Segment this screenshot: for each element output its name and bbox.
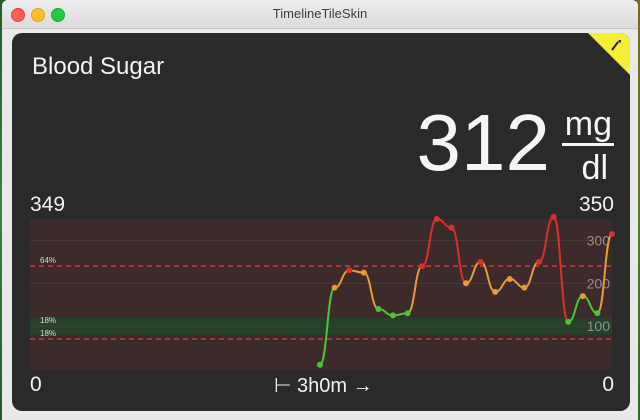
data-point [565,318,572,325]
data-point [448,224,455,231]
notification-corner [588,33,630,75]
window-title: TimelineTileSkin [272,6,368,21]
data-point [579,293,586,300]
series-line-segment [552,215,570,323]
data-point [317,361,323,368]
data-point [492,288,499,295]
data-point [331,284,338,291]
data-point [609,231,615,237]
min-value-right: 0 [602,373,614,396]
y-tick-label: 100 [587,318,611,334]
data-point [404,310,411,317]
data-point [477,258,484,265]
alert-icon [611,40,621,51]
data-point [463,280,469,287]
close-button[interactable] [11,8,25,22]
data-point [346,267,353,274]
tile-title: Blood Sugar [32,53,165,80]
unit-fraction-bar [562,143,614,146]
max-value-right: 350 [578,193,614,216]
band-label: 18% [40,329,56,338]
data-point [419,263,426,270]
data-point [506,276,513,282]
y-tick-label: 300 [587,232,611,248]
timeline-tile: Blood Sugar 312 mg dl 349 350 100 200 300 6… [12,33,630,411]
data-point [390,312,396,319]
time-span-label: ⊢ 3h0m → [274,375,373,397]
minimize-button[interactable] [31,8,45,22]
band-label: 18% [40,316,56,325]
data-point [550,213,557,220]
data-point [521,284,528,291]
min-value-left: 0 [30,373,42,396]
window-content: Blood Sugar 312 mg dl 349 350 100 200 300 6… [2,29,638,420]
maximize-button[interactable] [51,8,65,22]
data-point [375,306,382,312]
band-label: 64% [40,256,56,265]
unit-numerator: mg [564,105,612,143]
max-value-left: 349 [30,193,66,216]
high-zone [30,219,612,318]
timeline-chart: 100 200 300 64% 18% 18% [30,213,615,369]
unit-denominator: dl [581,149,608,187]
current-value: 312 [416,98,550,187]
y-tick-label: 200 [587,275,611,291]
data-point [594,310,601,317]
desktop-edge-right [636,0,640,420]
title-bar[interactable]: TimelineTileSkin [2,0,638,29]
data-point [433,216,440,222]
data-point [360,269,367,276]
data-point [536,258,542,265]
